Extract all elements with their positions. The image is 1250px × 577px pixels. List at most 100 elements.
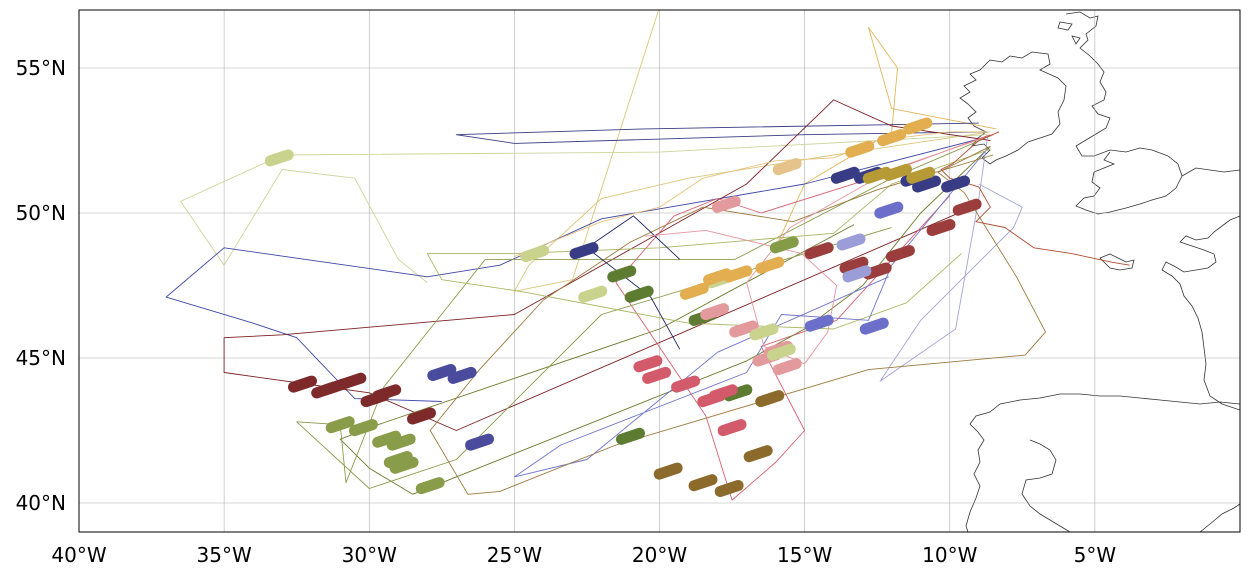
dropsonde-cluster	[877, 129, 907, 147]
dropsonde-cluster	[406, 407, 436, 425]
dropsonde-cluster	[569, 242, 599, 260]
longitude-tick-label: 40°W	[51, 543, 106, 567]
dropsonde-cluster	[383, 451, 413, 468]
latitude-tick-label: 40°N	[16, 491, 66, 515]
longitude-tick-label: 5°W	[1074, 543, 1117, 567]
dropsonde-cluster	[348, 419, 378, 437]
dropsonde-cluster	[772, 358, 802, 376]
latitude-labels: 55°N 50°N 45°N 40°N	[16, 56, 66, 515]
flight-track	[455, 122, 988, 144]
dropsonde-cluster	[836, 233, 866, 251]
flight-track	[180, 134, 988, 283]
longitude-tick-label: 25°W	[487, 543, 542, 567]
flight-track	[223, 99, 991, 431]
coastline-france	[1161, 215, 1240, 411]
dropsonde-cluster	[688, 474, 718, 492]
flight-track	[296, 134, 994, 489]
flight-track	[940, 131, 1130, 266]
dropsonde-cluster	[578, 285, 608, 303]
dropsonde-cluster	[874, 201, 904, 219]
dropsonde-cluster	[372, 384, 402, 402]
dropsonde-cluster	[845, 140, 875, 158]
latitude-tick-label: 55°N	[16, 56, 66, 80]
longitude-tick-label: 35°W	[197, 543, 252, 567]
dropsonde-cluster	[885, 245, 915, 263]
dropsonde-cluster	[447, 366, 477, 384]
longitude-tick-label: 20°W	[632, 543, 687, 567]
flight-track	[165, 137, 985, 402]
dropsonde-cluster	[859, 317, 889, 335]
dropsonde-cluster	[804, 242, 834, 260]
coastline-iberia-south	[1199, 503, 1240, 532]
dropsonde-cluster	[729, 320, 759, 338]
dropsonde-cluster	[708, 384, 738, 402]
dropsonde-cluster	[755, 256, 785, 274]
coastline-ireland	[959, 51, 1067, 165]
dropsonde-cluster	[755, 390, 785, 408]
dropsonde-cluster	[766, 343, 796, 361]
dropsonde-cluster	[325, 416, 355, 434]
coastline-iberia	[965, 393, 1240, 532]
dropsonde-cluster	[372, 430, 402, 448]
dropsonde-cluster	[337, 372, 367, 390]
dropsonde-cluster	[415, 477, 445, 495]
dropsonde-cluster	[842, 265, 872, 283]
flight-track	[879, 137, 1023, 382]
coastlines	[959, 11, 1240, 532]
dropsonde-cluster	[711, 195, 741, 213]
map-frame	[78, 9, 1241, 533]
flight-track	[615, 134, 991, 501]
dropsonde-cluster	[465, 433, 495, 451]
dropsonde-cluster	[607, 265, 637, 283]
flight-tracks	[165, 10, 1130, 501]
dropsonde-cluster	[671, 375, 701, 393]
dropsonde-cluster	[912, 175, 942, 193]
flight-track	[513, 151, 985, 478]
dropsonde-cluster	[700, 303, 730, 321]
dropsonde-cluster	[679, 282, 709, 300]
dropsonde-cluster	[653, 462, 683, 480]
dropsonde-cluster	[862, 166, 892, 184]
dropsonde-cluster	[941, 175, 971, 193]
dropsonde-cluster	[926, 219, 956, 236]
dropsonde-cluster	[642, 366, 672, 384]
coastline-portugal-south	[1021, 439, 1071, 532]
dropsonde-cluster	[804, 314, 834, 332]
coastline-great-britain	[1065, 11, 1183, 215]
dropsonde-cluster	[389, 456, 419, 474]
dropsonde-cluster	[615, 427, 645, 445]
dropsonde-cluster	[743, 445, 773, 463]
dropsonde-cluster	[749, 323, 779, 341]
dropsonde-cluster	[717, 419, 747, 437]
coastline-scotland-islands	[1057, 21, 1081, 45]
dropsonde-cluster	[883, 163, 913, 181]
latitude-tick-label: 50°N	[16, 201, 66, 225]
dropsonde-cluster	[772, 158, 802, 176]
dropsonde-cluster	[839, 256, 869, 274]
flight-track	[514, 131, 988, 257]
dropsonde-cluster	[830, 166, 860, 184]
flight-track	[339, 145, 991, 495]
latitude-tick-label: 45°N	[16, 346, 66, 370]
dropsonde-cluster	[714, 480, 744, 497]
longitude-tick-label: 15°W	[777, 543, 832, 567]
longitude-tick-label: 30°W	[342, 543, 397, 567]
dropsonde-cluster	[723, 265, 753, 283]
dropsonde-cluster	[703, 268, 733, 286]
dropsonde-cluster	[769, 236, 799, 254]
dropsonde-cluster	[906, 166, 936, 184]
dropsonde-cluster	[903, 117, 933, 135]
dropsonde-cluster	[264, 149, 294, 167]
flight-track	[426, 148, 991, 330]
dropsonde-cluster	[386, 433, 416, 451]
dropsonde-clusters	[264, 117, 982, 497]
coastline-brittany	[1099, 253, 1135, 271]
dropsonde-cluster	[633, 355, 663, 373]
dropsonde-cluster	[952, 198, 982, 216]
dropsonde-cluster	[520, 245, 550, 263]
longitude-tick-label: 10°W	[922, 543, 977, 567]
dropsonde-cluster	[624, 285, 654, 303]
flight-track	[644, 134, 994, 365]
